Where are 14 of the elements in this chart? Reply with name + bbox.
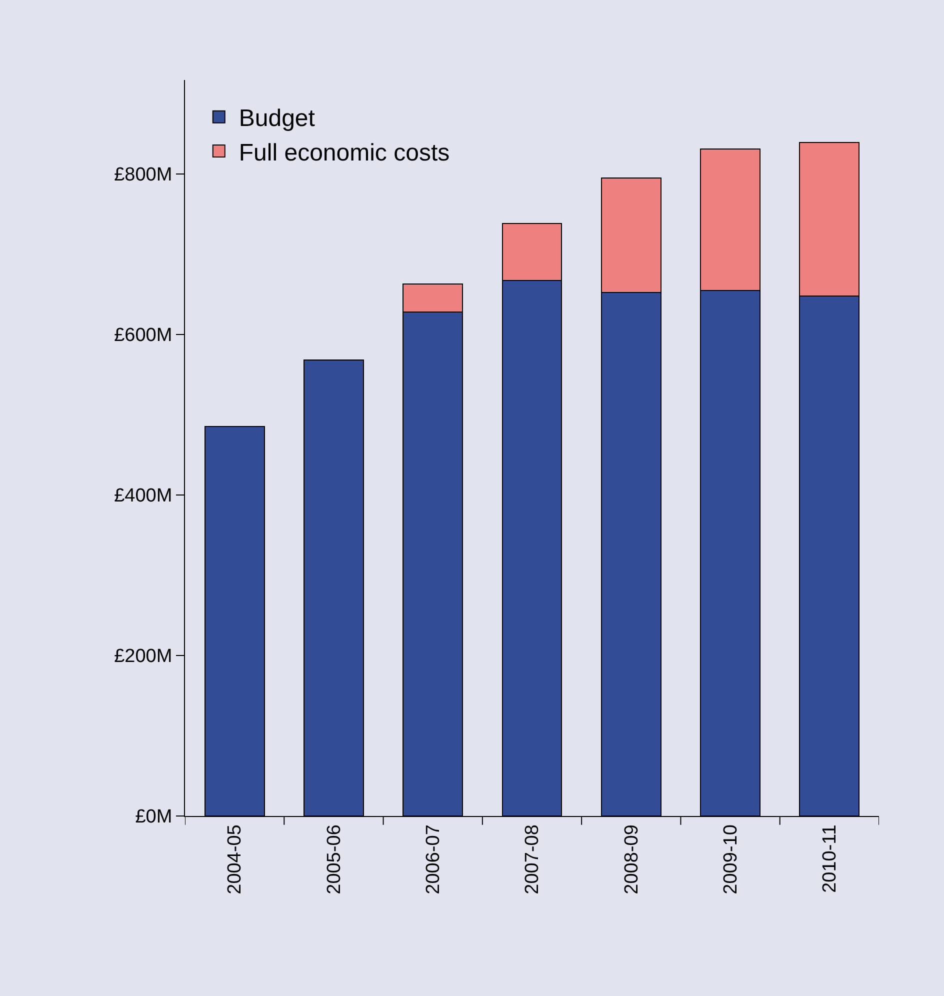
y-tick-label: £400M: [114, 486, 172, 507]
y-tick-label: £200M: [114, 646, 172, 668]
y-tick-label: £800M: [114, 164, 172, 186]
x-tick-label: 2005-06: [324, 824, 345, 894]
x-tick-label: 2008-09: [621, 824, 642, 894]
x-tick-label: 2010-11: [820, 824, 841, 893]
y-tick-label: £0M: [135, 806, 172, 828]
x-tick-label: 2007-08: [522, 824, 544, 894]
legend-label: Full economic costs: [238, 139, 450, 166]
legend-label: Budget: [238, 105, 316, 132]
x-tick-label: 2009-10: [720, 824, 742, 894]
y-tick-label: £600M: [114, 325, 172, 346]
x-tick-label: 2004-05: [224, 824, 246, 894]
x-tick-label: 2006-07: [423, 824, 444, 894]
